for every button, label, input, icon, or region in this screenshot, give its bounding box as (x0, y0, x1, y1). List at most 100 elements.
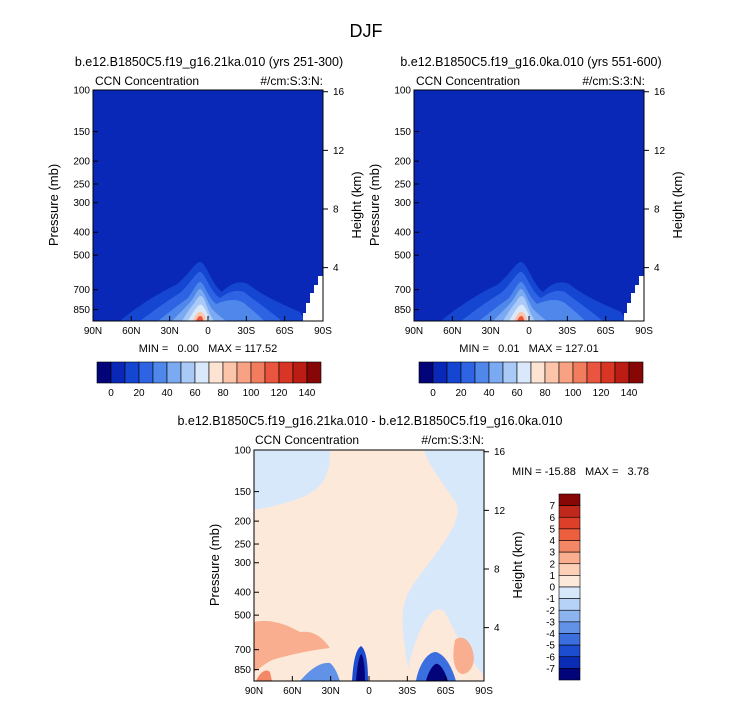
panel-2-ytick-label: 850 (394, 305, 411, 316)
colorbar-label: -1 (546, 594, 555, 605)
panel-3-right-label: #/cm:S:3:N: (421, 433, 484, 447)
panel-2-left-label: CCN Concentration (416, 74, 520, 88)
panel-1-left-label: CCN Concentration (95, 74, 199, 88)
panel-1-xtick-label: 30S (237, 326, 255, 337)
panel-3-ytick-right-label: 8 (494, 564, 500, 575)
colorbar-swatch (208, 361, 224, 384)
colorbar-swatch (558, 633, 581, 646)
colorbar-swatch (558, 361, 574, 384)
panel-3-ytick-label: 400 (234, 588, 251, 599)
colorbar-swatch (110, 361, 126, 384)
colorbar-label: -7 (546, 664, 555, 675)
colorbar-swatch (558, 575, 581, 588)
colorbar-swatch (278, 361, 294, 384)
panel-1: b.e12.B1850C5.f19_g16.21ka.010 (yrs 251-… (46, 55, 364, 355)
panel-3-ytick-label: 250 (234, 540, 251, 551)
colorbar-swatch (180, 361, 196, 384)
colorbar-swatch (586, 361, 602, 384)
panel-3-xtick-label: 30S (398, 686, 416, 697)
colorbar-label: 60 (511, 388, 523, 399)
panel-2-xtick-label: 90N (405, 326, 423, 337)
panel-3: b.e12.B1850C5.f19_g16.21ka.010 - b.e12.B… (177, 414, 648, 697)
colorbar-label: 7 (549, 501, 555, 512)
panel-3-xtick-label: 60S (437, 686, 455, 697)
panel-1-xtick-label: 60S (276, 326, 294, 337)
colorbar-swatch (152, 361, 168, 384)
colorbar-label: 20 (133, 388, 145, 399)
panel-1-xtick-label: 60N (122, 326, 140, 337)
panel-3-xtick-label: 60N (283, 686, 301, 697)
panel-1-ytick-label: 850 (73, 305, 90, 316)
colorbar-swatch (516, 361, 532, 384)
colorbar-swatch (572, 361, 588, 384)
panel-3-ytick-label: 850 (234, 665, 251, 676)
colorbar-label: 120 (271, 388, 288, 399)
colorbar-swatch (600, 361, 616, 384)
colorbar-swatch (558, 528, 581, 541)
colorbar-label: 20 (455, 388, 467, 399)
colorbar-label: 100 (243, 388, 260, 399)
colorbar-swatch (544, 361, 560, 384)
colorbar-1: 0 20 40 60 80 100 120 140 (96, 361, 322, 399)
colorbar-label: 120 (593, 388, 610, 399)
colorbar-swatch (306, 361, 322, 384)
panel-3-positive-region-lower-left (254, 620, 330, 672)
panel-2-xtick-label: 30S (558, 326, 576, 337)
colorbar-swatch (96, 361, 112, 384)
colorbar-label: 40 (161, 388, 173, 399)
panel-1-ytick-right-label: 16 (333, 87, 345, 98)
panel-2-ytick-label: 100 (394, 86, 411, 97)
colorbar-swatch (488, 361, 504, 384)
colorbar-swatch (502, 361, 518, 384)
panel-2-ytick-label: 700 (394, 285, 411, 296)
panel-1-contour-8 (196, 316, 203, 321)
panel-1-ytick-label: 300 (73, 198, 90, 209)
panel-3-ytick-label: 100 (234, 446, 251, 457)
panel-2-ytick-label: 300 (394, 198, 411, 209)
panel-2-ytick-label: 400 (394, 228, 411, 239)
panel-3-stats: MIN = -15.88 MAX = 3.78 (512, 466, 649, 478)
panel-2-contour-8 (517, 316, 524, 321)
panel-3-negative-region-upper-right (402, 450, 484, 675)
colorbar-swatch (558, 668, 581, 681)
panel-3-xtick-label: 0 (366, 686, 372, 697)
panel-1-xtick-label: 90N (84, 326, 102, 337)
colorbar-label: 5 (549, 524, 555, 535)
colorbar-swatch (250, 361, 266, 384)
colorbar-label: 140 (299, 388, 316, 399)
panel-3-xtick-label: 90S (475, 686, 493, 697)
panel-3-negative-region-upper-left (254, 450, 330, 510)
colorbar-label: 4 (549, 536, 555, 547)
panel-2-xtick-label: 90S (635, 326, 653, 337)
colorbar-label: 80 (217, 388, 229, 399)
panel-1-right-label: #/cm:S:3:N: (260, 74, 323, 88)
colorbar-label: 40 (483, 388, 495, 399)
colorbar-label: 0 (430, 388, 436, 399)
panel-2-ytick-label: 250 (394, 180, 411, 191)
colorbar-swatch (222, 361, 238, 384)
colorbar-swatch (460, 361, 476, 384)
panel-1-xtick-label: 90S (314, 326, 332, 337)
panel-2-xtick-label: 60S (597, 326, 615, 337)
panel-1-ytick-label: 400 (73, 228, 90, 239)
panel-1-ylabel-right: Height (km) (349, 171, 364, 238)
panel-2-xtick-label: 30N (481, 326, 499, 337)
panel-2-ytick-right-label: 12 (654, 146, 666, 157)
panel-3-ytick-right-label: 12 (494, 506, 506, 517)
colorbar-swatch (614, 361, 630, 384)
colorbar-swatch (138, 361, 154, 384)
colorbar-swatch (558, 609, 581, 623)
panel-3-plot-area (253, 449, 485, 682)
panel-1-title: b.e12.B1850C5.f19_g16.21ka.010 (yrs 251-… (75, 55, 343, 69)
colorbar-swatch (194, 361, 210, 384)
panel-3-left-label: CCN Concentration (255, 433, 359, 447)
panel-1-ytick-label: 150 (73, 127, 90, 138)
colorbar-swatch (558, 551, 581, 565)
colorbar-swatch (432, 361, 448, 384)
panel-3-positive-region-lower-right (453, 637, 474, 674)
colorbar-label: 6 (549, 513, 555, 524)
panel-3-ytick-label: 700 (234, 645, 251, 656)
panel-3-ytick-label: 200 (234, 517, 251, 528)
